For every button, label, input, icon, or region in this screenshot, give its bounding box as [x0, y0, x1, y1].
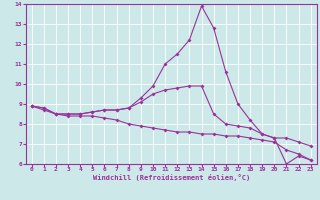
- X-axis label: Windchill (Refroidissement éolien,°C): Windchill (Refroidissement éolien,°C): [92, 174, 250, 181]
